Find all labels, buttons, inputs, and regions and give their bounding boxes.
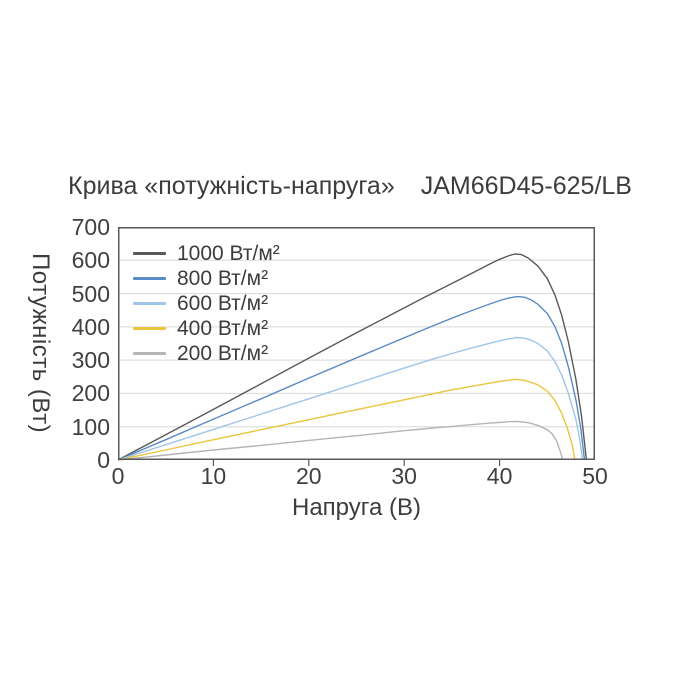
plot-frame	[118, 227, 595, 460]
legend-label: 600 Вт/м²	[177, 292, 269, 315]
ytick-label-300: 300	[71, 347, 110, 374]
legend-swatch-icon	[133, 327, 166, 330]
xtick-label-30: 30	[391, 463, 417, 489]
xtick-label-50: 50	[582, 463, 608, 489]
ytick-label-700: 700	[71, 214, 110, 240]
y-axis-label: Потужність (Вт)	[27, 253, 54, 434]
xtick-label-0: 0	[111, 463, 125, 489]
x-axis-label: Напруга (В)	[292, 494, 421, 521]
xtick-label-20: 20	[296, 463, 322, 489]
ytick-label-100: 100	[71, 413, 110, 440]
legend-label: 400 Вт/м²	[177, 317, 269, 340]
ytick-label-0: 0	[97, 447, 110, 473]
plot-area	[117, 227, 595, 466]
ytick-label-400: 400	[71, 313, 110, 340]
xtick-label-10: 10	[200, 463, 227, 489]
ytick-label-600: 600	[71, 247, 110, 274]
legend-swatch-icon	[133, 252, 166, 255]
legend-item-600: 600 Вт/м²	[133, 291, 280, 316]
series-line-200	[117, 420, 564, 461]
series-line-400	[117, 378, 576, 461]
legend-label: 200 Вт/м²	[177, 342, 269, 365]
chart-title: Крива «потужність-напруга» JAM66D45-625/…	[0, 172, 700, 201]
legend: 1000 Вт/м² 800 Вт/м² 600 Вт/м² 400 Вт/м² 200…	[133, 241, 280, 366]
series-line-800	[117, 295, 586, 461]
xtick-label-40: 40	[486, 463, 513, 489]
legend-item-1000: 1000 Вт/м²	[133, 241, 280, 266]
legend-swatch-icon	[133, 277, 166, 280]
legend-swatch-icon	[133, 302, 166, 305]
legend-label: 800 Вт/м²	[177, 267, 269, 290]
series-line-600	[117, 336, 584, 461]
legend-item-800: 800 Вт/м²	[133, 266, 280, 291]
chart-title-model: JAM66D45-625/LB	[420, 172, 632, 200]
chart-title-text: Крива «потужність-напруга»	[68, 172, 395, 200]
legend-item-400: 400 Вт/м²	[133, 316, 280, 341]
legend-item-200: 200 Вт/м²	[133, 341, 280, 366]
ytick-label-200: 200	[71, 380, 110, 407]
legend-label: 1000 Вт/м²	[177, 242, 280, 265]
ytick-label-500: 500	[71, 280, 110, 307]
legend-swatch-icon	[133, 352, 166, 355]
series-line-1000	[117, 253, 588, 461]
